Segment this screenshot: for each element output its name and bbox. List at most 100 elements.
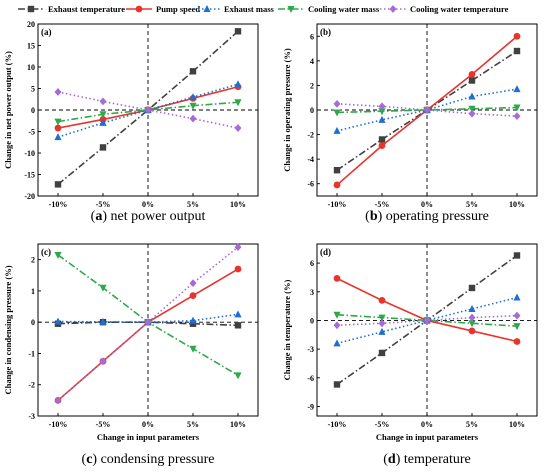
data-point — [468, 327, 476, 335]
series-line — [57, 321, 239, 327]
x-tick-label: 10% — [230, 420, 246, 429]
legend-item: Exhaust temperature — [18, 4, 125, 14]
data-point — [378, 319, 386, 328]
panel-label: (a) — [41, 27, 52, 37]
data-point — [333, 339, 341, 347]
panel-caption: (a) net power output — [91, 209, 206, 224]
data-point — [54, 317, 62, 325]
data-point — [234, 322, 242, 329]
data-point — [333, 275, 341, 282]
data-point — [54, 181, 62, 188]
x-tick-label: -5% — [375, 420, 390, 429]
x-tick-label: -10% — [49, 200, 68, 209]
x-tick-label: -10% — [328, 420, 347, 429]
series — [54, 88, 242, 132]
panel-caption: (d) temperature — [383, 452, 470, 467]
legend-marker — [389, 5, 397, 13]
data-point — [378, 136, 386, 143]
x-tick-label: -5% — [96, 420, 111, 429]
data-point — [468, 320, 476, 328]
data-point — [513, 32, 521, 40]
x-axis-label: Change in input parameters — [97, 432, 200, 442]
x-tick-label: 5% — [187, 200, 199, 209]
series-line — [57, 91, 239, 129]
data-point — [513, 338, 521, 345]
y-tick-label: 20 — [27, 20, 35, 29]
panel-label: (d) — [320, 247, 331, 257]
y-tick-label: -3 — [28, 412, 35, 421]
y-tick-label: -1 — [28, 349, 35, 358]
x-tick-label: -10% — [49, 420, 68, 429]
data-point — [468, 313, 476, 322]
data-point — [54, 396, 62, 405]
legend-label: Cooling water mass — [308, 4, 380, 14]
x-tick-label: 10% — [509, 200, 525, 209]
data-point — [234, 99, 242, 107]
legend-marker — [287, 6, 295, 13]
data-point — [513, 112, 521, 121]
data-point — [333, 181, 341, 189]
data-point — [189, 320, 197, 327]
chart-panel: -20 -15 -10 -5 0 5 10 15 20 -10% -5% 0% 5% 10% (a) Chan… — [3, 20, 259, 224]
y-axis-label: Change in condensing pressure (%) — [3, 265, 13, 394]
data-point — [378, 142, 386, 150]
x-tick-label: -5% — [375, 200, 390, 209]
y-tick-label: 6 — [310, 32, 314, 41]
y-tick-label: 6 — [310, 259, 314, 268]
legend-label: Pump speed — [156, 4, 200, 14]
x-tick-label: 0% — [421, 420, 433, 429]
y-tick-label: 1 — [31, 287, 35, 296]
legend-item: Cooling water mass — [278, 4, 380, 14]
data-point — [144, 106, 152, 114]
legend-item: Cooling water temperature — [380, 4, 509, 14]
data-point — [99, 284, 107, 292]
data-point — [468, 304, 476, 312]
data-point — [513, 47, 521, 55]
data-point — [378, 102, 386, 111]
data-point — [423, 106, 431, 114]
legend: Exhaust temperature Pump speed Exhaust mas… — [18, 4, 509, 14]
legend-item: Exhaust mass — [194, 4, 275, 14]
data-point — [189, 102, 197, 110]
chart-panel: -3 -2 -1 0 1 2 -10% -5% 0% 5% 10% (c) Change in cond… — [3, 243, 259, 467]
data-point — [234, 265, 242, 273]
data-point — [54, 133, 62, 141]
y-tick-label: 0 — [31, 106, 35, 115]
y-tick-label: 0 — [310, 316, 314, 325]
panel-caption: (b) operating pressure — [365, 209, 489, 224]
data-point — [234, 80, 242, 88]
data-point — [378, 349, 386, 357]
x-tick-label: -10% — [328, 200, 347, 209]
data-point — [333, 321, 341, 330]
series — [333, 99, 521, 121]
data-point — [189, 316, 197, 324]
data-point — [513, 293, 521, 301]
x-tick-label: 5% — [187, 420, 199, 429]
y-tick-label: -4 — [307, 155, 314, 164]
data-point — [513, 252, 521, 259]
series — [333, 311, 521, 330]
data-point — [189, 279, 197, 287]
panel-caption: (c) condensing pressure — [82, 452, 215, 467]
legend-marker — [203, 5, 211, 12]
x-tick-label: 5% — [466, 420, 478, 429]
data-point — [99, 97, 107, 106]
y-tick-label: 5 — [31, 85, 35, 94]
data-point — [54, 88, 62, 96]
data-point — [468, 109, 476, 118]
data-point — [468, 105, 476, 113]
x-tick-label: 10% — [509, 420, 525, 429]
y-tick-label: 15 — [27, 42, 35, 51]
y-tick-label: -2 — [28, 381, 35, 390]
data-point — [99, 357, 107, 366]
data-point — [468, 92, 476, 100]
x-tick-label: 0% — [142, 200, 154, 209]
data-point — [189, 114, 197, 123]
data-point — [333, 109, 341, 117]
data-point — [333, 99, 341, 108]
legend-label: Exhaust mass — [224, 4, 275, 14]
legend-label: Cooling water temperature — [410, 4, 509, 14]
y-tick-label: 3 — [310, 288, 314, 297]
data-point — [99, 118, 107, 126]
series-line — [57, 83, 239, 138]
